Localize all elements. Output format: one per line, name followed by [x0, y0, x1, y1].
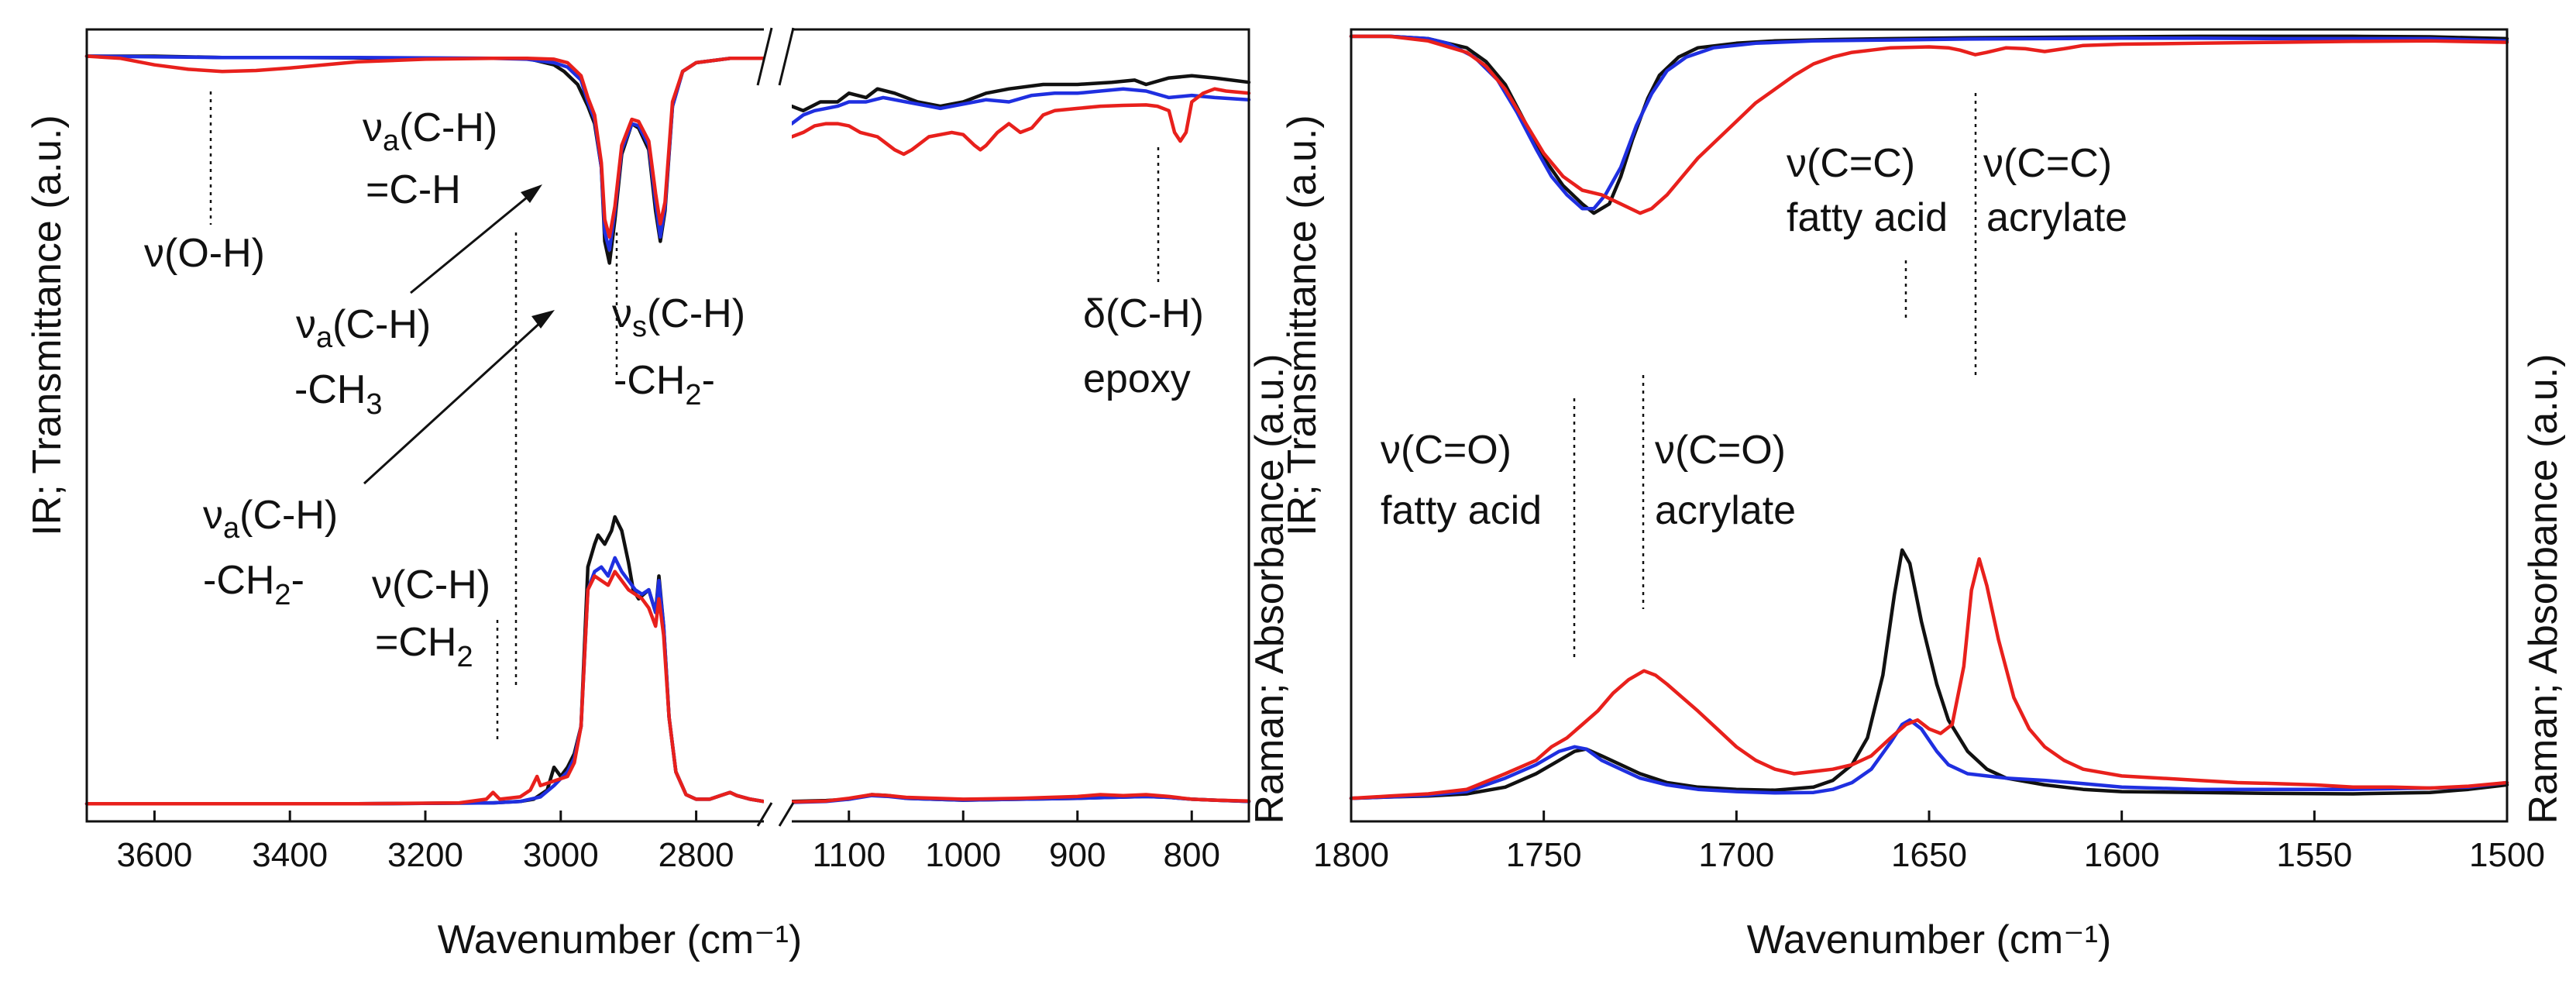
annotation-eqch2: =CH2 — [375, 620, 473, 673]
axis-break-mark-bottom-2 — [778, 802, 795, 827]
x-tick-label: 3400 — [252, 836, 328, 874]
axis-break-gap — [764, 15, 792, 837]
x-tick-label: 3000 — [523, 836, 599, 874]
annotation-oh: ν(O-H) — [144, 231, 265, 276]
annotation-co-ac-2: acrylate — [1655, 488, 1796, 533]
annotation-ch2: -CH2- — [203, 558, 304, 611]
series-ir-red-seg1 — [84, 54, 766, 239]
axis-break-mark-top-2 — [778, 27, 795, 86]
right-traces — [1349, 34, 2509, 800]
series-raman-red — [1349, 557, 2509, 800]
annotation-cc-fa-2: fatty acid — [1787, 195, 1948, 240]
annotation-cc-fa: ν(C=C) — [1787, 141, 1915, 186]
series-raman-red-seg2 — [789, 793, 1251, 804]
left-traces — [84, 54, 1251, 806]
axis-break-mark-bottom-1 — [756, 802, 773, 827]
x-tick-label: 1750 — [1506, 836, 1582, 874]
series-ir-red-seg2 — [789, 87, 1251, 157]
annotation-cc-ac: ν(C=C) — [1983, 141, 2112, 186]
x-tick-label: 3200 — [387, 836, 463, 874]
annotation-co-ac: ν(C=O) — [1655, 428, 1786, 473]
x-tick-label: 1500 — [2469, 836, 2545, 874]
annotation-a-ch-eq: νa(C-H) — [363, 105, 497, 157]
series-ir-red — [1349, 34, 2509, 215]
x-tick-label: 1600 — [2084, 836, 2160, 874]
x-tick-label: 800 — [1164, 836, 1220, 874]
annotation-epoxy-ch: δ(C-H) — [1083, 291, 1204, 336]
annotation-ch3: -CH3 — [294, 367, 383, 421]
annotation-cc-ac-2: acrylate — [1986, 195, 2127, 240]
right-y-axis-title-raman: Raman; Absorbance (a.u.) — [2521, 354, 2566, 824]
x-tick-label: 1650 — [1891, 836, 1967, 874]
x-tick-label: 1800 — [1313, 836, 1389, 874]
annotation-co-fa-2: fatty acid — [1381, 488, 1542, 533]
series-ir-black-seg2 — [789, 74, 1251, 113]
right-x-axis-title: Wavenumber (cm⁻¹) — [1747, 917, 2111, 962]
x-tick-label: 1550 — [2276, 836, 2352, 874]
annotation-a-ch2: νa(C-H) — [203, 493, 338, 545]
annotation-s-ch2-group: -CH2- — [614, 358, 715, 411]
arrow-ch3 — [410, 184, 542, 294]
x-tick-label: 900 — [1049, 836, 1106, 874]
left-x-ticks: 3600 3400 3200 3000 2800 1100 1000 900 800 — [116, 811, 1220, 874]
annotation-s-ch2: νs(C-H) — [612, 291, 745, 343]
right-plot-frame — [1350, 28, 2509, 823]
x-tick-label: 1100 — [812, 836, 886, 874]
annotation-a-ch3: νa(C-H) — [296, 302, 431, 354]
left-x-axis-title: Wavenumber (cm⁻¹) — [438, 917, 802, 962]
annotation-co-fa: ν(C=O) — [1381, 428, 1512, 473]
annotation-ch-eqch2: ν(C-H) — [372, 563, 490, 608]
series-ir-blue-seg2 — [789, 87, 1251, 126]
arrow-ch2 — [363, 310, 555, 485]
x-tick-label: 3600 — [116, 836, 192, 874]
annotation-eq-c-h: =C-H — [366, 167, 461, 212]
annotation-epoxy: epoxy — [1083, 356, 1191, 401]
left-panel: 3600 3400 3200 3000 2800 1100 1000 900 800 Waven… — [25, 15, 1251, 962]
series-raman-blue — [1349, 718, 2509, 800]
x-tick-label: 1000 — [925, 836, 1001, 874]
left-y-axis-title: IR; Transmittance (a.u.) — [25, 115, 70, 535]
series-raman-black — [1349, 548, 2509, 800]
x-tick-label: 1700 — [1698, 836, 1774, 874]
series-raman-red-seg1 — [84, 570, 766, 806]
right-y-axis-title-raman-left: Raman; Absorbance (a.u.) — [1247, 354, 1292, 824]
right-panel: 1800 1750 1700 1650 1600 1550 1500 Wavenumber … — [1247, 28, 2566, 962]
axis-break-mark-top-1 — [756, 27, 773, 86]
x-tick-label: 2800 — [659, 836, 734, 874]
left-plot-frame — [85, 28, 1250, 823]
right-y-axis-title-ir: IR; Transmittance (a.u.) — [1280, 115, 1325, 535]
right-x-ticks: 1800 1750 1700 1650 1600 1550 1500 — [1313, 811, 2545, 874]
